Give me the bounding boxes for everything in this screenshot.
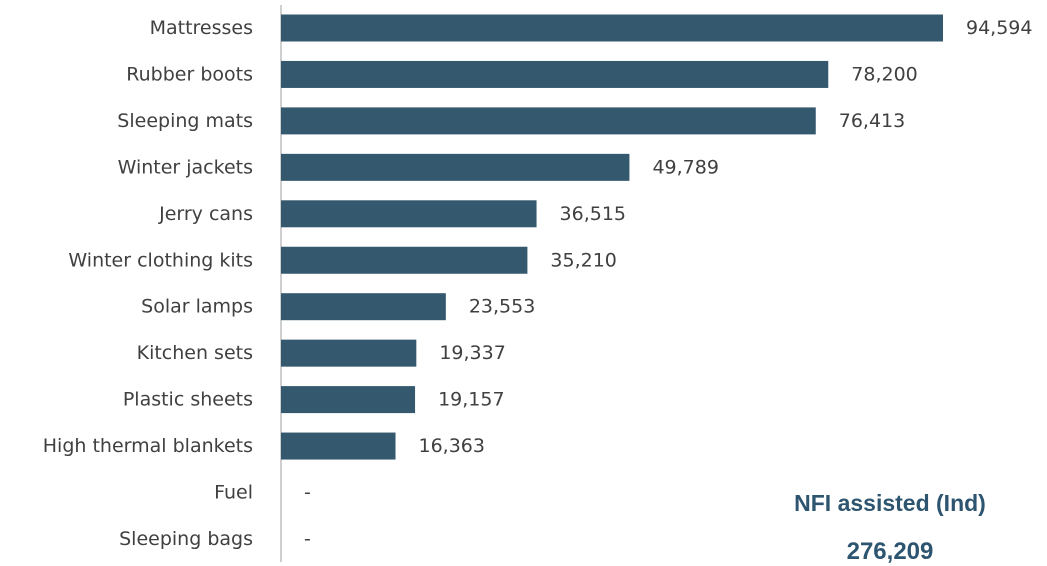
bars-group: Mattresses 94,594 Rubber boots 78,200 Sleepi…	[43, 14, 1032, 550]
bar-high-thermal-blankets	[281, 432, 396, 460]
bar-winter-jackets	[281, 153, 630, 181]
category-label-winter-clothing-kits: Winter clothing kits	[68, 249, 253, 271]
value-label-solar-lamps: 23,553	[469, 296, 535, 318]
bar-jerry-cans	[281, 200, 537, 228]
value-label-mattresses: 94,594	[966, 17, 1032, 39]
category-label-kitchen-sets: Kitchen sets	[137, 342, 253, 364]
bar-solar-lamps	[281, 293, 446, 321]
value-label-high-thermal-blankets: 16,363	[419, 435, 485, 457]
value-label-kitchen-sets: 19,337	[439, 342, 505, 364]
category-label-high-thermal-blankets: High thermal blankets	[43, 435, 253, 457]
value-label-rubber-boots: 78,200	[851, 63, 917, 85]
value-label-jerry-cans: 36,515	[560, 203, 626, 225]
value-label-fuel: -	[304, 482, 311, 504]
bar-winter-clothing-kits	[281, 246, 528, 274]
value-label-plastic-sheets: 19,157	[438, 389, 504, 411]
category-label-plastic-sheets: Plastic sheets	[123, 389, 253, 411]
bar-rubber-boots	[281, 60, 829, 88]
bar-mattresses	[281, 14, 943, 42]
summary-title: NFI assisted (Ind)	[794, 490, 986, 516]
value-label-sleeping-mats: 76,413	[839, 110, 905, 132]
category-label-sleeping-mats: Sleeping mats	[117, 110, 253, 132]
bar-kitchen-sets	[281, 339, 417, 367]
category-label-rubber-boots: Rubber boots	[126, 63, 253, 85]
category-label-jerry-cans: Jerry cans	[158, 203, 253, 225]
category-label-fuel: Fuel	[214, 482, 253, 504]
category-label-mattresses: Mattresses	[150, 17, 253, 39]
category-label-solar-lamps: Solar lamps	[141, 296, 253, 318]
summary-value: 276,209	[846, 538, 934, 565]
value-label-winter-clothing-kits: 35,210	[550, 249, 616, 271]
value-label-winter-jackets: 49,789	[652, 156, 718, 178]
category-label-sleeping-bags: Sleeping bags	[119, 528, 253, 550]
category-label-winter-jackets: Winter jackets	[118, 156, 253, 178]
bar-sleeping-mats	[281, 107, 816, 135]
bar-plastic-sheets	[281, 386, 416, 414]
value-label-sleeping-bags: -	[304, 528, 311, 550]
